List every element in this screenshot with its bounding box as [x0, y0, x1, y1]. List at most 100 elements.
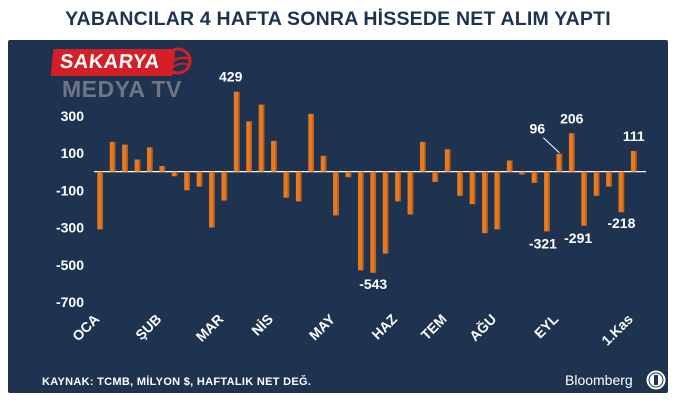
bar-shade: [622, 171, 625, 213]
bar-fill: [544, 171, 550, 232]
bar-fill: [345, 171, 352, 178]
sakarya-medya-logo: SAKARYA MEDYA TV: [50, 47, 192, 107]
bar: [246, 121, 252, 172]
bar-shade: [448, 149, 451, 172]
bar-fill: [196, 171, 203, 187]
x-month-label: ŞUB: [132, 311, 164, 343]
bar-shade: [461, 171, 463, 196]
bar-fill: [171, 171, 178, 177]
bar-shade: [175, 171, 178, 177]
bar-shade: [535, 171, 538, 183]
x-month-label: 1.Kas: [598, 311, 636, 349]
bar-shade: [337, 171, 339, 216]
bar-shade: [635, 150, 637, 172]
bar-fill: [370, 171, 377, 273]
bar-fill: [159, 166, 166, 172]
bar-fill: [258, 104, 265, 172]
annotation-label: -218: [607, 215, 635, 231]
y-tick-label: -100: [56, 182, 84, 198]
source-note: KAYNAK: TCMB, MİLYON $, HAFTALIK NET DEĞ…: [42, 376, 312, 388]
bar: [457, 171, 463, 196]
bar-fill: [606, 171, 612, 187]
bar-shade: [213, 171, 215, 228]
bar-shade: [275, 140, 277, 172]
bar: [209, 171, 215, 228]
bar-fill: [506, 160, 513, 172]
bar-fill: [184, 171, 190, 191]
bar: [134, 159, 141, 172]
bar: [221, 171, 228, 201]
x-month-label: EYL: [531, 310, 562, 341]
bar-fill: [519, 171, 525, 175]
bar-fill: [308, 113, 315, 172]
bar-fill: [109, 141, 116, 172]
bar-fill: [320, 155, 327, 172]
bar-shade: [374, 171, 377, 273]
bar: [233, 91, 240, 172]
bar: [159, 166, 166, 172]
y-tick-label: 100: [61, 145, 85, 161]
bar-shade: [151, 147, 153, 172]
bar-fill: [382, 171, 389, 254]
bar: [630, 150, 637, 172]
bar: [308, 113, 315, 172]
bar: [407, 171, 414, 215]
x-month-label: MAY: [306, 310, 339, 343]
x-month-label: AĞU: [465, 310, 499, 344]
bar-fill: [531, 171, 538, 183]
bar: [333, 171, 339, 216]
x-month-label: OCA: [69, 311, 102, 344]
bar-shade: [386, 171, 389, 254]
bar-shade: [324, 155, 327, 172]
bar-shade: [138, 159, 141, 172]
bar-fill: [469, 171, 476, 205]
globe-icon: [164, 47, 192, 75]
bar-shade: [300, 171, 302, 202]
y-tick-label: -300: [56, 220, 84, 236]
bar-fill: [593, 171, 600, 196]
chart-title: YABANCILAR 4 HAFTA SONRA HİSSEDE NET ALI…: [65, 8, 611, 30]
bar: [593, 171, 600, 196]
annotation-label: -291: [564, 230, 592, 246]
bar-fill: [209, 171, 215, 228]
bar-fill: [97, 171, 104, 230]
bar-fill: [357, 171, 364, 271]
bar-fill: [271, 140, 277, 172]
bar: [271, 140, 277, 172]
annotation-label: 429: [219, 69, 243, 85]
chart-panel: [8, 40, 668, 393]
bar-shade: [101, 171, 104, 230]
bar-fill: [482, 171, 488, 234]
bar-fill: [444, 149, 451, 172]
annotation-leader: [542, 137, 560, 154]
bar-shade: [163, 166, 166, 172]
bar-fill: [283, 171, 290, 198]
bar-shade: [250, 121, 252, 172]
bar: [581, 171, 588, 226]
bar-fill: [333, 171, 339, 216]
bar: [482, 171, 488, 234]
bar: [122, 144, 128, 172]
bar-shade: [312, 113, 315, 172]
x-month-label: HAZ: [368, 310, 400, 342]
bar-fill: [556, 153, 563, 172]
bar-fill: [457, 171, 463, 196]
bar: [320, 155, 327, 172]
bar: [184, 171, 190, 191]
bar-shade: [473, 171, 476, 205]
bar-shade: [585, 171, 588, 226]
bar: [357, 171, 364, 271]
bar-shade: [610, 171, 612, 187]
bar-shade: [436, 171, 439, 182]
bar-shade: [287, 171, 290, 198]
x-month-label: TEM: [418, 311, 450, 343]
bar-shade: [237, 91, 240, 172]
bar: [370, 171, 377, 273]
bar-fill: [233, 91, 240, 172]
bar-shade: [424, 141, 426, 172]
annotation-label: 206: [560, 110, 584, 126]
bar-fill: [419, 141, 426, 172]
bar-shade: [399, 171, 401, 202]
bar: [494, 171, 501, 230]
